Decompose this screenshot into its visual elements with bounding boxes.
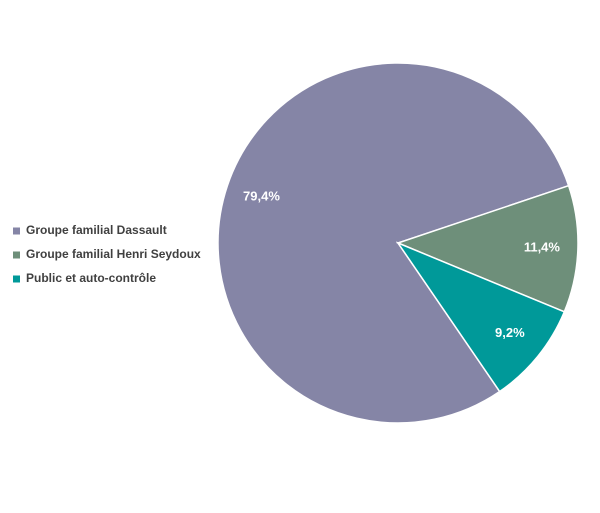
legend-label: Groupe familial Dassault xyxy=(26,223,167,237)
legend-label: Public et auto-contrôle xyxy=(26,271,156,285)
legend-swatch xyxy=(13,251,20,259)
pie-slice xyxy=(395,184,579,313)
legend-swatch xyxy=(13,275,20,283)
value-label: 9,2% xyxy=(495,325,525,340)
value-label: 11,4% xyxy=(524,239,561,254)
pie-slice xyxy=(395,241,566,393)
legend-swatch xyxy=(13,227,20,235)
legend-label: Groupe familial Henri Seydoux xyxy=(26,247,201,261)
value-label: 79,4% xyxy=(243,189,280,204)
pie-slice xyxy=(217,62,570,424)
